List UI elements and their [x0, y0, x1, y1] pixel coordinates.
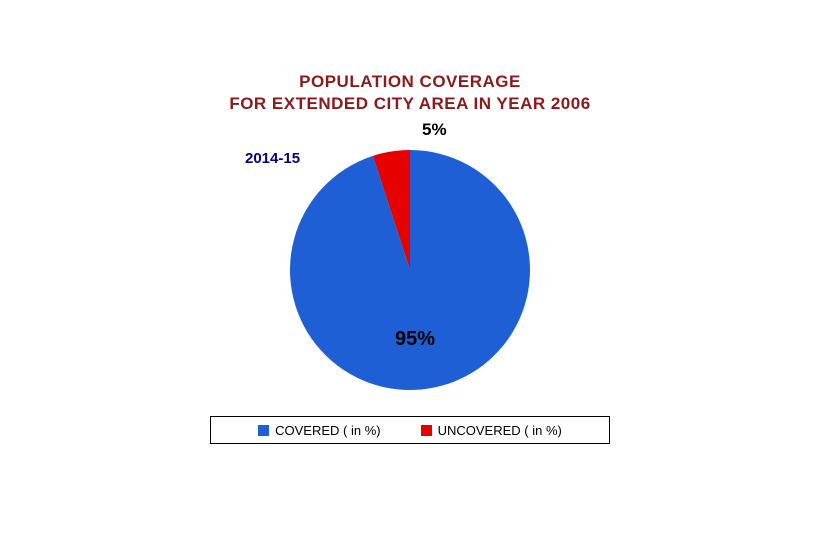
slice-label-1: 5% [422, 120, 447, 140]
legend-label-1: UNCOVERED ( in %) [438, 423, 562, 438]
legend-swatch-0 [258, 425, 269, 436]
legend-swatch-1 [421, 425, 432, 436]
legend: COVERED ( in %) UNCOVERED ( in %) [210, 416, 610, 444]
pie-chart [290, 150, 530, 390]
chart-title-line2: FOR EXTENDED CITY AREA IN YEAR 2006 [0, 94, 820, 114]
legend-label-0: COVERED ( in %) [275, 423, 380, 438]
chart-title-line1: POPULATION COVERAGE [0, 72, 820, 92]
legend-item-0: COVERED ( in %) [258, 423, 380, 438]
pie-svg [290, 150, 530, 390]
legend-item-1: UNCOVERED ( in %) [421, 423, 562, 438]
slice-label-0: 95% [395, 328, 435, 351]
chart-canvas: POPULATION COVERAGE FOR EXTENDED CITY AR… [0, 0, 820, 538]
